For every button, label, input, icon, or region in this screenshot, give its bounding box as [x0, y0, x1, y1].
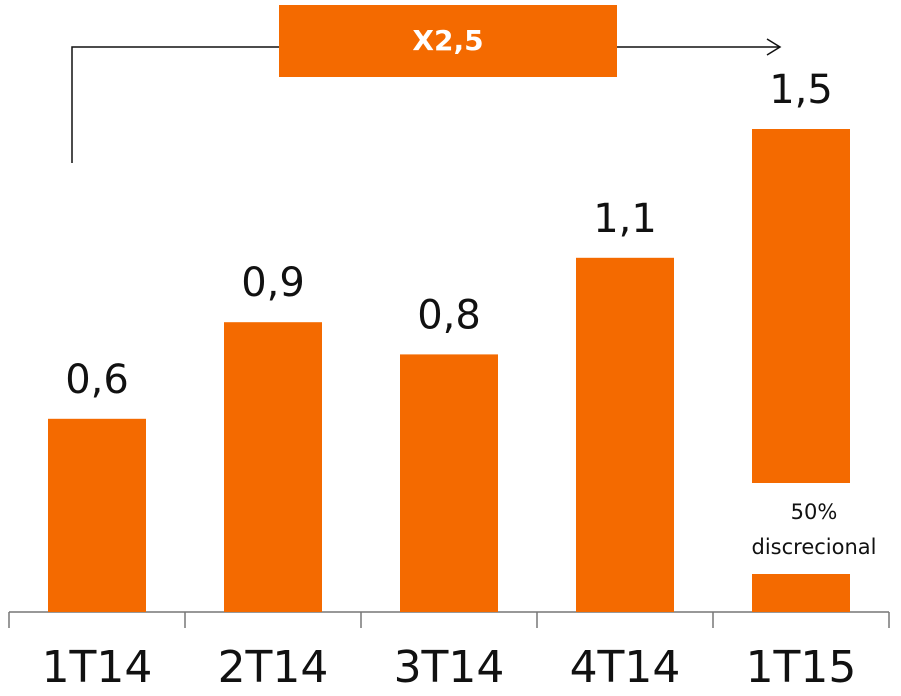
x-tick-label: 3T14	[394, 642, 505, 692]
bar	[576, 257, 674, 612]
value-label: 1,1	[593, 196, 657, 242]
growth-label: X2,5	[412, 24, 483, 57]
value-label: 0,6	[65, 357, 129, 403]
x-tick-label: 4T14	[570, 642, 681, 692]
bar	[224, 322, 322, 612]
bar-note: 50%	[791, 500, 838, 524]
arrow-head	[766, 38, 782, 56]
value-label: 1,5	[769, 67, 833, 113]
x-tick-label: 1T15	[746, 642, 857, 692]
value-label: 0,8	[417, 292, 481, 338]
value-label: 0,9	[241, 260, 305, 306]
bar-note: discrecional	[752, 535, 877, 559]
bar	[48, 418, 146, 612]
growth-box	[279, 5, 617, 77]
x-tick-label: 1T14	[42, 642, 153, 692]
note-gap	[749, 483, 853, 574]
bar	[400, 354, 498, 612]
x-tick-label: 2T14	[218, 642, 329, 692]
